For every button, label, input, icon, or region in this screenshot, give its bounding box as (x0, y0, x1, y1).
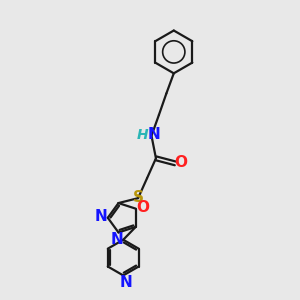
Text: H: H (137, 128, 148, 142)
Text: O: O (136, 200, 149, 215)
Text: N: N (120, 275, 133, 290)
Text: O: O (174, 155, 187, 170)
Text: S: S (133, 190, 144, 205)
Text: N: N (94, 209, 107, 224)
Text: N: N (111, 232, 123, 247)
Text: N: N (148, 127, 160, 142)
